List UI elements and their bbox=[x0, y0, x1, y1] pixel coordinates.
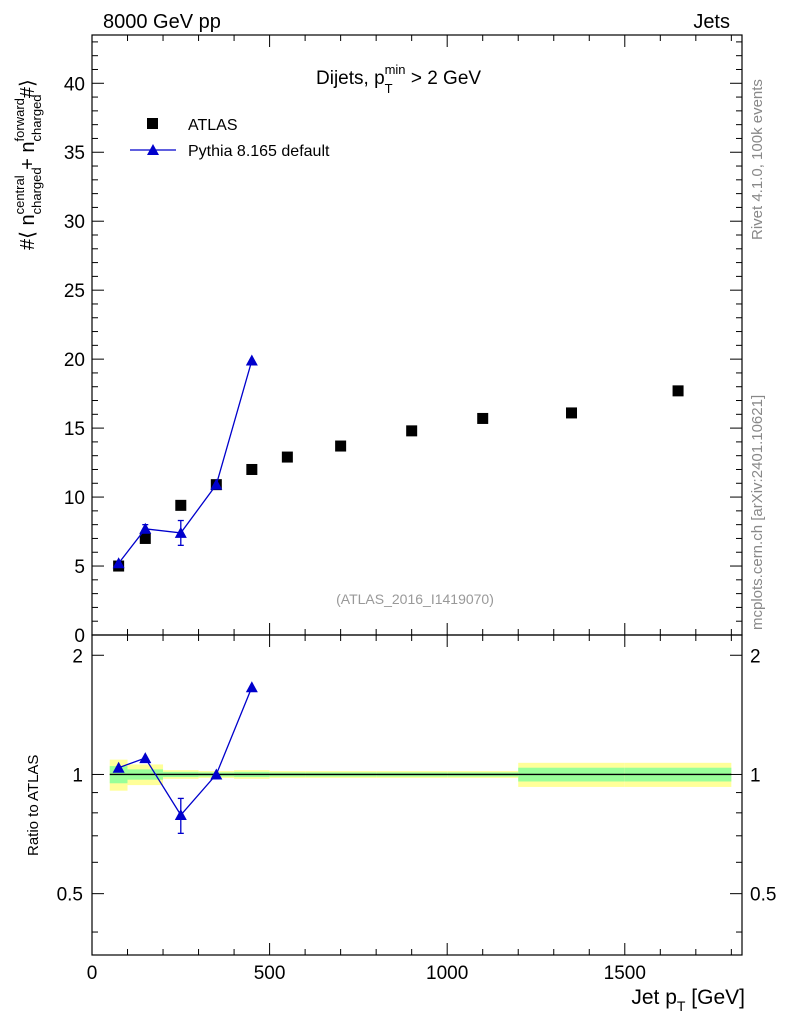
ratio-bands bbox=[109, 759, 732, 791]
ratio-ytick-label-right: 2 bbox=[750, 646, 761, 667]
pythia-data-point bbox=[210, 478, 223, 490]
main-ytick-label: 5 bbox=[74, 557, 85, 578]
ratio-pythia-line bbox=[118, 687, 253, 817]
ratio-pythia-point bbox=[112, 761, 125, 773]
pythia-data-point bbox=[112, 557, 125, 569]
main-ytick-label: 30 bbox=[64, 212, 85, 233]
jets-label: Jets bbox=[693, 11, 730, 33]
atlas-data-point bbox=[406, 425, 418, 437]
main-ytick-label: 10 bbox=[64, 488, 85, 509]
main-ylabel: #⟨ nchargedcentral + nchargedforward#⟩ bbox=[12, 79, 44, 250]
ratio-pythia-point bbox=[210, 768, 223, 780]
main-series bbox=[112, 354, 684, 572]
main-panel: 0 5 10 15 20 25 30 35 40 Dijets, pTmin > 2 GeV (… bbox=[12, 34, 743, 647]
pythia-line bbox=[118, 360, 253, 564]
ratio-x-ticks: 0 500 1000 1500 bbox=[87, 635, 732, 984]
main-ytick-label: 40 bbox=[64, 74, 85, 95]
atlas-data-point bbox=[335, 440, 347, 452]
atlas-data-point bbox=[246, 463, 258, 475]
legend-label-pythia: Pythia 8.165 default bbox=[188, 143, 330, 160]
watermark: (ATLAS_2016_I1419070) bbox=[336, 591, 494, 607]
main-y-ticks: 0 5 10 15 20 25 30 35 40 bbox=[64, 41, 742, 647]
ratio-ylabel: Ratio to ATLAS bbox=[25, 755, 42, 856]
main-ytick-label: 15 bbox=[64, 419, 85, 440]
ratio-y-ticks: 0.5 0.5 1 1 2 2 bbox=[57, 646, 776, 933]
main-ytick-label: 20 bbox=[64, 350, 85, 371]
ratio-pythia-point bbox=[174, 808, 187, 820]
pythia-data-point bbox=[245, 354, 258, 366]
ratio-xtick-label: 500 bbox=[254, 963, 286, 984]
ratio-series bbox=[112, 681, 258, 835]
ratio-frame bbox=[91, 634, 743, 956]
ratio-ytick-label-right: 0.5 bbox=[750, 885, 776, 906]
ratio-pythia-point bbox=[139, 752, 152, 764]
ratio-panel: 0.5 0.5 1 1 2 2 0 500 1000 1500 Ratio to ATLAS J… bbox=[25, 634, 776, 1014]
ratio-ytick-label: 0.5 bbox=[57, 885, 83, 906]
atlas-data-point bbox=[281, 451, 293, 463]
main-title: Dijets, pTmin > 2 GeV bbox=[316, 62, 481, 96]
atlas-data-point bbox=[672, 385, 684, 397]
energy-label: 8000 GeV pp bbox=[103, 11, 221, 33]
atlas-data-point bbox=[175, 499, 187, 511]
legend-marker-atlas bbox=[147, 118, 158, 129]
atlas-data-point bbox=[477, 412, 489, 424]
mcplots-label: mcplots.cern.ch [arXiv:2401.10621] bbox=[749, 395, 766, 630]
main-ytick-label: 0 bbox=[74, 626, 85, 647]
ratio-xtick-label: 1500 bbox=[604, 963, 646, 984]
ratio-ytick-label: 1 bbox=[72, 765, 83, 786]
ratio-pythia-point bbox=[245, 681, 258, 693]
pythia-data-point bbox=[174, 526, 187, 538]
atlas-data-point bbox=[139, 532, 151, 544]
ratio-xtick-label: 0 bbox=[87, 963, 98, 984]
legend: ATLAS Pythia 8.165 default bbox=[130, 117, 330, 160]
legend-marker-pythia bbox=[147, 144, 159, 155]
main-ytick-label: 35 bbox=[64, 143, 85, 164]
ratio-ytick-label: 2 bbox=[72, 646, 83, 667]
ratio-xlabel: Jet pT [GeV] bbox=[631, 986, 745, 1014]
main-ytick-label: 25 bbox=[64, 281, 85, 302]
legend-label-atlas: ATLAS bbox=[188, 117, 238, 134]
main-x-ticks bbox=[91, 35, 732, 635]
ratio-xtick-label: 1000 bbox=[426, 963, 468, 984]
pythia-data-point bbox=[139, 522, 152, 534]
atlas-data-point bbox=[566, 407, 578, 419]
rivet-label: Rivet 4.1.0, 100k events bbox=[749, 79, 766, 240]
ratio-ytick-label-right: 1 bbox=[750, 765, 761, 786]
